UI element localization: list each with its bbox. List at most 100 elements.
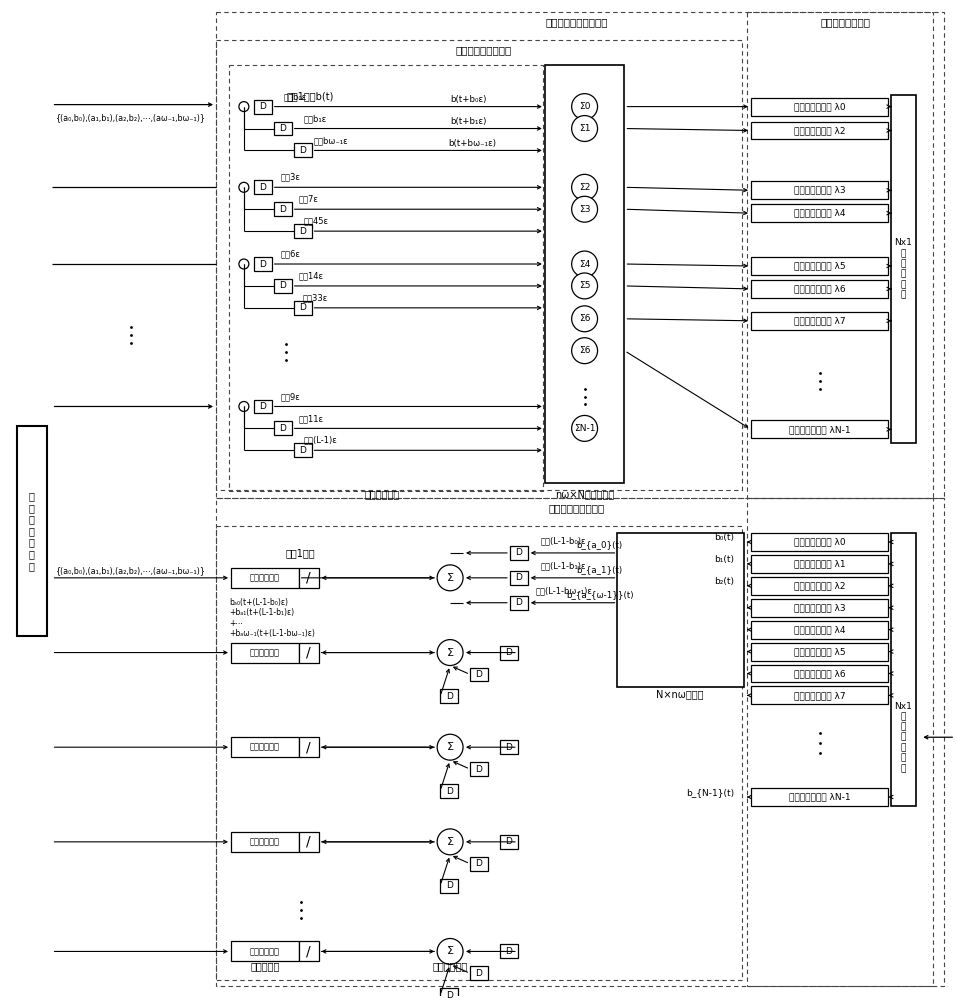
Text: 数据阈值判决: 数据阈值判决 — [250, 573, 279, 582]
Text: D: D — [259, 102, 266, 111]
Text: 延时(L-1-b₀)ε: 延时(L-1-b₀)ε — [541, 536, 587, 545]
Bar — [299, 568, 319, 588]
Circle shape — [571, 338, 597, 364]
Circle shape — [437, 734, 463, 760]
Text: 用户1数据: 用户1数据 — [286, 548, 316, 558]
Circle shape — [571, 196, 597, 222]
Bar — [751, 599, 888, 617]
Circle shape — [571, 306, 597, 332]
Text: /: / — [306, 835, 311, 849]
Text: D: D — [476, 670, 482, 679]
Bar — [892, 533, 917, 806]
Bar — [254, 180, 272, 194]
Text: D: D — [259, 183, 266, 192]
Circle shape — [571, 415, 597, 441]
Text: 多阶幅度电转光 λ0: 多阶幅度电转光 λ0 — [794, 102, 846, 111]
Bar — [231, 832, 299, 852]
Bar — [470, 668, 488, 681]
Text: 数据判决器: 数据判决器 — [250, 961, 279, 971]
Bar — [299, 643, 319, 663]
Text: 多阶幅度电转光 λ4: 多阶幅度电转光 λ4 — [794, 209, 845, 218]
Text: Σ6: Σ6 — [579, 346, 590, 355]
Text: 多阶幅度电转光 λ7: 多阶幅度电转光 λ7 — [794, 316, 846, 325]
Bar — [751, 643, 888, 661]
Text: D: D — [505, 648, 512, 657]
Text: 多阶幅度光转电 λ5: 多阶幅度光转电 λ5 — [794, 647, 846, 656]
Text: D: D — [259, 260, 266, 269]
Text: D: D — [446, 787, 453, 796]
Text: D: D — [446, 881, 453, 890]
Bar — [751, 98, 888, 116]
Text: 延时b₀ε: 延时b₀ε — [284, 92, 307, 101]
Bar — [751, 420, 888, 438]
Bar — [751, 122, 888, 139]
Bar — [440, 689, 458, 703]
Text: 多阶幅度光转电 λ2: 多阶幅度光转电 λ2 — [794, 581, 845, 590]
Bar — [231, 568, 299, 588]
Text: 光频域编解码模块: 光频域编解码模块 — [820, 17, 871, 27]
Circle shape — [437, 565, 463, 591]
Text: D: D — [279, 205, 286, 214]
Text: D: D — [505, 743, 512, 752]
Text: {(a₀,b₀),(a₁,b₁),(a₂,b₂),⋯,(aω₋₁,bω₋₁)}: {(a₀,b₀),(a₁,b₁),(a₂,b₂),⋯,(aω₋₁,bω₋₁)} — [56, 566, 207, 575]
Text: Σ5: Σ5 — [579, 281, 590, 290]
Text: Σ4: Σ4 — [579, 260, 590, 269]
Text: 数据阈值判决: 数据阈值判决 — [250, 837, 279, 846]
Text: Σ6: Σ6 — [579, 314, 590, 323]
Text: Σ: Σ — [447, 648, 454, 658]
Text: Nx1
波
分
解
复
用
器: Nx1 波 分 解 复 用 器 — [895, 702, 912, 773]
Circle shape — [437, 640, 463, 666]
Bar — [470, 857, 488, 871]
Circle shape — [571, 94, 597, 120]
Text: D: D — [505, 837, 512, 846]
Text: Σ: Σ — [447, 742, 454, 752]
Text: 电时域延时编码单元: 电时域延时编码单元 — [456, 45, 512, 55]
Bar — [229, 65, 543, 491]
Text: 数据阈值判决: 数据阈值判决 — [250, 648, 279, 657]
Text: D: D — [516, 598, 523, 607]
Text: D: D — [300, 227, 306, 236]
Text: D: D — [279, 124, 286, 133]
Bar — [440, 879, 458, 893]
Text: b₀(t): b₀(t) — [714, 533, 734, 542]
Text: b₂(t): b₂(t) — [714, 577, 734, 586]
Text: 电时域延时编解码模块: 电时域延时编解码模块 — [545, 17, 608, 27]
Bar — [510, 546, 528, 560]
Text: D: D — [259, 402, 266, 411]
Text: 多阶幅度光转电 λ7: 多阶幅度光转电 λ7 — [794, 691, 846, 700]
Text: Σ: Σ — [447, 837, 454, 847]
Text: 多阶幅度电转光 λ2: 多阶幅度电转光 λ2 — [794, 126, 845, 135]
Bar — [299, 941, 319, 961]
Bar — [545, 65, 625, 483]
Circle shape — [571, 251, 597, 277]
Text: 多阶幅度电转光 λ3: 多阶幅度电转光 λ3 — [794, 186, 846, 195]
Circle shape — [571, 174, 597, 200]
Bar — [751, 204, 888, 222]
Circle shape — [239, 182, 249, 192]
Text: /: / — [306, 740, 311, 754]
Bar — [470, 762, 488, 776]
Bar — [500, 646, 518, 660]
Bar — [747, 12, 945, 498]
Text: b_{a_0}(t): b_{a_0}(t) — [576, 540, 623, 549]
Circle shape — [239, 401, 249, 411]
Bar — [500, 740, 518, 754]
Text: 用户1数据b(t): 用户1数据b(t) — [287, 92, 334, 102]
Circle shape — [437, 938, 463, 964]
Text: b(t+b₁ε): b(t+b₁ε) — [450, 117, 486, 126]
Text: 核
心
网
数
据
交
换: 核 心 网 数 据 交 换 — [29, 491, 34, 571]
Circle shape — [571, 273, 597, 299]
Bar — [274, 279, 292, 293]
Bar — [231, 643, 299, 663]
Bar — [751, 257, 888, 275]
Text: D: D — [446, 692, 453, 701]
Text: 多阶幅度光转电 λ4: 多阶幅度光转电 λ4 — [794, 625, 845, 634]
Bar — [751, 312, 888, 330]
Bar — [510, 571, 528, 585]
Bar — [751, 181, 888, 199]
Bar — [294, 301, 312, 315]
Text: 延时11ε: 延时11ε — [299, 414, 323, 423]
Text: Σ2: Σ2 — [579, 183, 590, 192]
Text: 延时(L-1)ε: 延时(L-1)ε — [303, 436, 338, 445]
Bar — [751, 686, 888, 704]
